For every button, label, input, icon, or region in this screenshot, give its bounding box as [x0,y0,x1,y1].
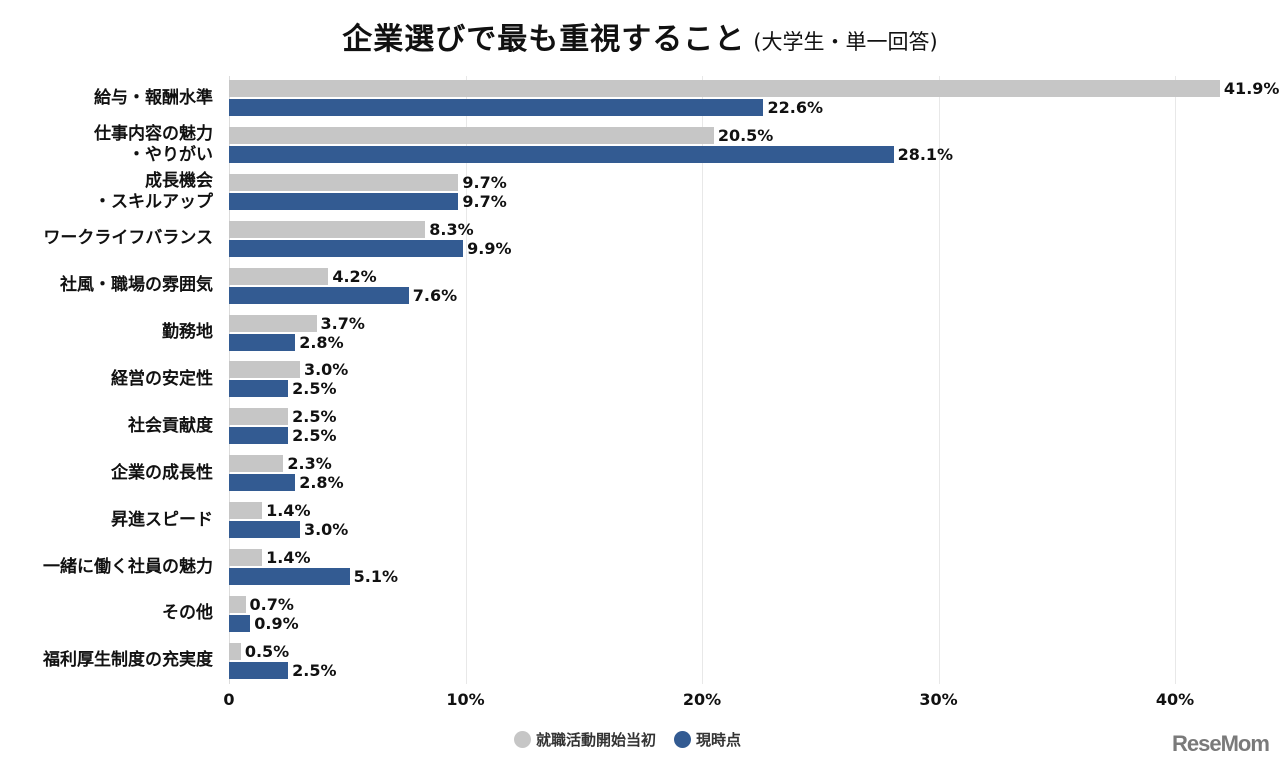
bar-initial[interactable] [229,549,263,566]
data-label: 3.0% [303,520,349,540]
data-label: 4.2% [332,266,377,286]
data-label: 3.0% [303,360,349,380]
data-label: 8.3% [429,219,474,239]
data-label: 9.7% [462,191,507,211]
category-label: 昇進スピード [111,509,213,530]
data-label: 0.5% [244,641,290,661]
bar-initial[interactable] [229,126,714,144]
legend: 就職活動開始当初 現時点 [514,729,759,750]
bar-current[interactable] [229,333,296,351]
legend-dot-gray-icon [514,731,531,748]
legend-label: 現時点 [696,731,742,749]
bar-current[interactable] [229,474,296,492]
gridline [1175,76,1176,684]
category-label: 福利厚生制度の充実度 [43,650,213,671]
data-label: 2.5% [292,407,337,427]
data-label: 2.5% [292,426,337,446]
bar-initial[interactable] [229,220,426,238]
data-label: 1.4% [266,548,311,567]
data-label: 0.9% [254,613,299,633]
data-label: 0.7% [249,594,294,614]
bar-current[interactable] [229,614,251,632]
bar-initial[interactable] [229,408,289,426]
x-tick-label: 20% [682,690,722,709]
data-label: 20.5% [717,125,774,145]
bar-initial[interactable] [229,80,1220,97]
gridline [702,76,703,684]
gridline [229,76,230,684]
category-label: その他 [162,603,213,624]
bar-current[interactable] [229,568,350,585]
data-label: 2.8% [299,332,344,352]
category-label: 社会貢献度 [128,415,213,436]
bar-current[interactable] [229,239,464,257]
bar-initial[interactable] [229,455,284,473]
bar-current[interactable] [229,521,300,539]
legend-item-current[interactable]: 現時点 [674,729,741,750]
data-label: 41.9% [1223,79,1280,98]
legend-item-initial[interactable]: 就職活動開始当初 [514,729,656,750]
data-label: 5.1% [353,567,398,586]
category-label: 仕事内容の魅力 ・やりがい [94,123,213,165]
legend-label: 就職活動開始当初 [536,731,657,749]
data-label: 9.9% [467,238,512,258]
bar-current[interactable] [229,286,409,304]
data-label: 28.1% [897,144,954,164]
category-label: 成長機会 ・スキルアップ [94,170,213,212]
data-label: 1.4% [266,501,311,521]
category-label: 社風・職場の雰囲気 [60,275,213,296]
data-label: 2.5% [292,379,337,399]
category-label: 勤務地 [162,322,213,342]
chart-title-sub: (大学生・単一回答) [753,30,938,54]
data-label: 3.7% [320,313,365,333]
data-label: 2.8% [299,473,344,493]
bar-current[interactable] [229,380,289,398]
bar-current[interactable] [229,661,289,679]
bar-initial[interactable] [229,502,263,520]
bar-initial[interactable] [229,267,329,285]
chart-title: 企業選びで最も重視すること (大学生・単一回答) [0,14,1280,58]
legend-dot-blue-icon [674,731,692,748]
category-label: 給与・報酬水準 [94,87,213,108]
bar-initial[interactable] [229,595,246,613]
gridline [938,76,940,684]
x-tick-label: 40% [1155,690,1195,709]
bar-current[interactable] [229,145,894,163]
category-label: 経営の安定性 [111,368,213,389]
bar-initial[interactable] [229,173,459,191]
bar-current[interactable] [229,192,459,210]
plot-area: 41.9% 22.6% 20.5% 28.1% 9.7% 9.7% 8.3% 9.9% 4.2%… [229,76,1279,684]
gridline [465,76,467,684]
data-label: 9.7% [462,172,507,192]
x-tick-label: 10% [446,690,485,709]
bar-current[interactable] [229,427,289,445]
chart-title-main: 企業選びで最も重視すること [342,22,746,57]
data-label: 2.3% [287,454,332,474]
category-label: 企業の成長性 [111,462,213,483]
data-label: 7.6% [412,285,458,305]
bar-current[interactable] [229,99,764,116]
x-tick-label: 0 [223,690,235,709]
category-label: 一緒に働く社員の魅力 [43,556,213,577]
data-label: 2.5% [292,660,337,680]
bar-initial[interactable] [229,314,317,332]
resemom-logo: ReseMom [1172,731,1270,756]
x-tick-label: 30% [919,690,958,709]
data-label: 22.6% [767,98,823,117]
bar-initial[interactable] [229,361,300,379]
bar-initial[interactable] [229,642,241,660]
category-label: ワークライフバランス [43,228,213,249]
